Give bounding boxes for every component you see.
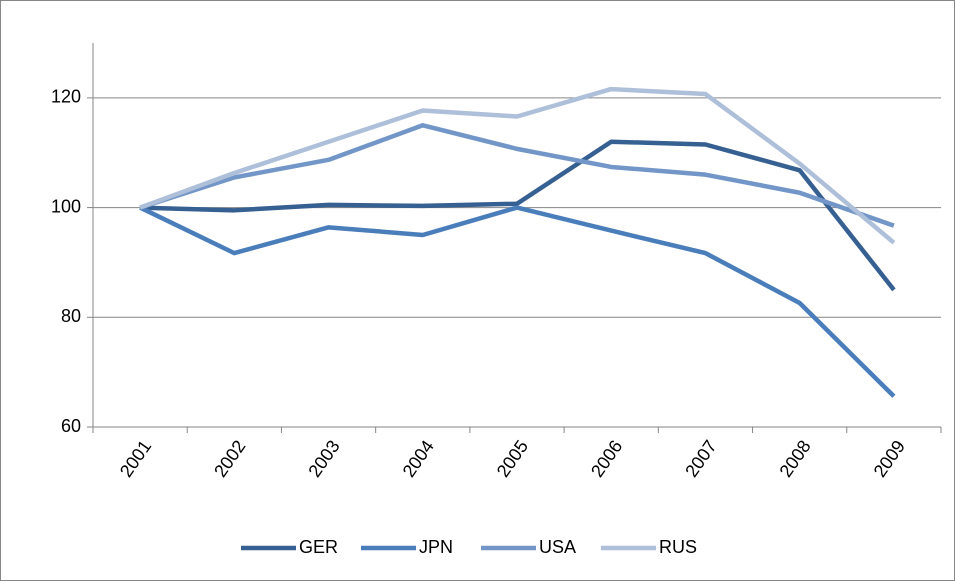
- legend-label: USA: [539, 537, 576, 557]
- y-tick-label: 80: [61, 306, 81, 326]
- y-tick-label: 100: [51, 196, 81, 216]
- y-tick-label: 120: [51, 87, 81, 107]
- y-tick-label: 60: [61, 416, 81, 436]
- series-line: [140, 139, 896, 292]
- legend-label: GER: [299, 537, 338, 557]
- legend-label: RUS: [659, 537, 697, 557]
- series-line: [139, 123, 895, 228]
- legend-label: JPN: [419, 537, 453, 557]
- series-line: [139, 205, 896, 398]
- series-line: [139, 86, 896, 245]
